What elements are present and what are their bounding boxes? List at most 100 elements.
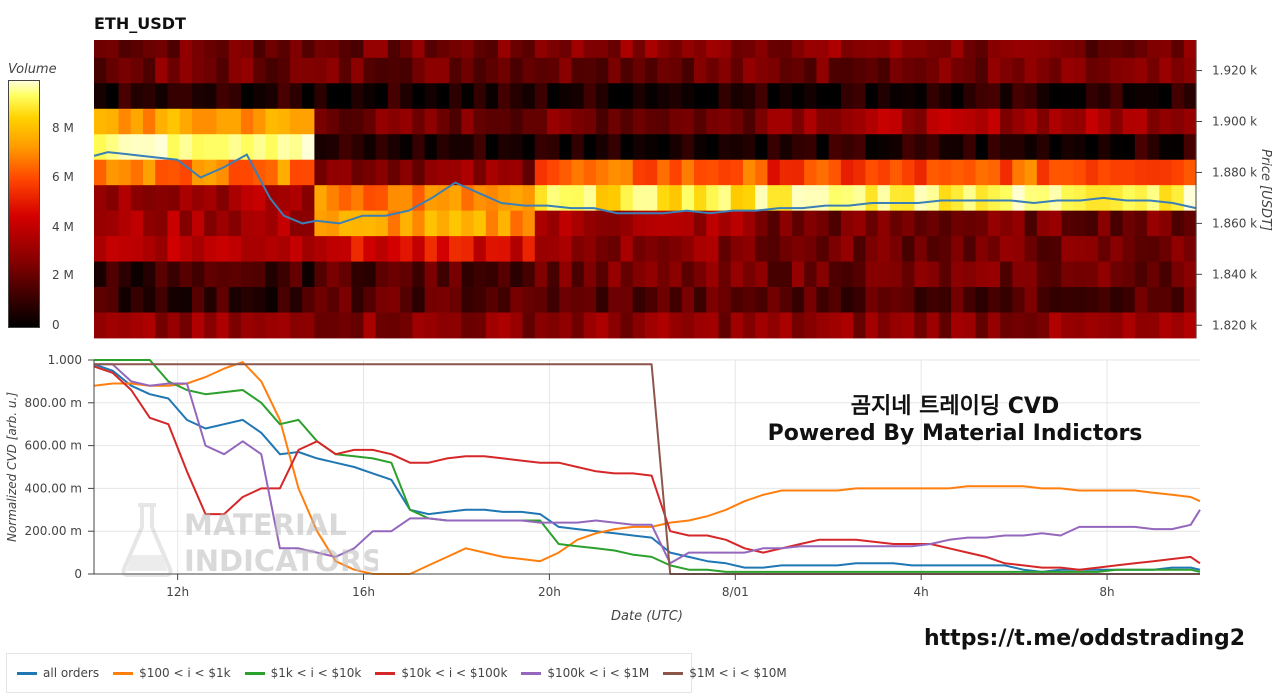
- heatmap-cell: [816, 312, 830, 339]
- heatmap-cell: [1159, 236, 1173, 262]
- heatmap-cell: [902, 210, 915, 237]
- heatmap-cell: [1183, 312, 1197, 339]
- heatmap-cell: [547, 159, 560, 186]
- heatmap-cell: [289, 134, 303, 161]
- heatmap-cell: [926, 185, 940, 212]
- colorbar: [8, 80, 40, 328]
- heatmap-cell: [926, 261, 940, 288]
- heatmap-cell: [816, 134, 830, 161]
- legend-item[interactable]: $10k < i < $100k: [375, 666, 507, 680]
- heatmap-cell: [951, 83, 964, 110]
- heatmap-cell: [498, 236, 511, 262]
- heatmap-cell: [791, 159, 805, 186]
- heatmap-cell: [1024, 57, 1038, 84]
- heatmap-cell: [1147, 108, 1160, 135]
- heatmap-cell: [277, 40, 291, 59]
- cvd-x-tick-label: 4h: [914, 585, 929, 599]
- heatmap-cell: [289, 83, 303, 110]
- heatmap-cell: [816, 210, 830, 237]
- telegram-link[interactable]: https://t.me/oddstrading2: [924, 626, 1246, 651]
- heatmap-cell: [596, 312, 609, 339]
- heatmap-cell: [351, 134, 364, 161]
- price-line: [93, 151, 1197, 225]
- heatmap-cell: [1024, 261, 1038, 288]
- heatmap-cell: [559, 134, 573, 161]
- heatmap-cell: [1171, 159, 1185, 186]
- heatmap-cell: [387, 185, 401, 212]
- cvd-x-tick-label: 8/01: [722, 585, 749, 599]
- heatmap-cell: [289, 108, 303, 135]
- heatmap-cell: [363, 210, 377, 237]
- heatmap-cell: [987, 287, 1001, 313]
- heatmap-cell: [804, 210, 818, 237]
- heatmap-cell: [1183, 40, 1197, 59]
- heatmap-cell: [485, 287, 499, 313]
- heatmap-cell: [449, 57, 462, 84]
- heatmap-cell: [338, 108, 352, 135]
- legend-item[interactable]: $100 < i < $1k: [113, 666, 231, 680]
- heatmap-cell: [1159, 40, 1173, 59]
- heatmap-cell: [216, 287, 230, 313]
- heatmap-cell: [951, 287, 964, 313]
- heatmap-cell: [473, 83, 487, 110]
- heatmap-cell: [1000, 236, 1013, 262]
- heatmap-cell: [522, 159, 536, 186]
- heatmap-cell: [522, 312, 536, 339]
- heatmap-cell: [1085, 108, 1099, 135]
- heatmap-cell: [620, 134, 634, 161]
- heatmap-cell: [681, 261, 695, 288]
- heatmap-cell: [216, 83, 230, 110]
- heatmap-cell: [510, 287, 524, 313]
- heatmap-cell: [387, 57, 401, 84]
- heatmap-cell: [314, 287, 328, 313]
- heatmap-cell: [1122, 261, 1136, 288]
- heatmap-cell: [926, 312, 940, 339]
- heatmap-cell: [253, 261, 267, 288]
- heatmap-cell: [142, 40, 156, 59]
- flask-icon: [121, 503, 173, 577]
- heatmap-cell: [461, 57, 475, 84]
- heatmap-cell: [828, 287, 842, 313]
- heatmap-cell: [400, 40, 413, 59]
- legend-item[interactable]: $100k < i < $1M: [521, 666, 649, 680]
- heatmap-cell: [1073, 57, 1087, 84]
- heatmap-cell: [840, 159, 854, 186]
- heatmap-cell: [706, 134, 720, 161]
- heatmap-cell: [314, 83, 328, 110]
- heatmap-cell: [253, 236, 267, 262]
- heatmap-cell: [424, 57, 438, 84]
- heatmap-cell: [853, 40, 866, 59]
- heatmap-cell: [657, 236, 671, 262]
- heatmap-cell: [975, 40, 989, 59]
- legend-item[interactable]: all orders: [17, 666, 99, 680]
- heatmap-cell: [240, 159, 254, 186]
- legend-swatch: [375, 671, 396, 675]
- heatmap-cell: [510, 312, 524, 339]
- heatmap-cell: [914, 83, 928, 110]
- heatmap-cell: [902, 287, 915, 313]
- heatmap-cell: [951, 159, 964, 186]
- heatmap-cell: [167, 210, 181, 237]
- heatmap-cell: [179, 210, 193, 237]
- legend-item[interactable]: $1M < i < $10M: [663, 666, 787, 680]
- heatmap-cell: [620, 236, 634, 262]
- heatmap-cell: [94, 159, 107, 186]
- heatmap-cell: [436, 159, 450, 186]
- heatmap-cell: [449, 312, 462, 339]
- heatmap-cell: [559, 185, 573, 212]
- heatmap-cell: [559, 159, 573, 186]
- heatmap-cell: [1061, 210, 1075, 237]
- heatmap-cell: [1122, 40, 1136, 59]
- heatmap-cell: [791, 108, 805, 135]
- watermark-line2: INDICATORS: [184, 544, 378, 578]
- heatmap-cell: [1036, 108, 1050, 135]
- heatmap-cell: [1012, 159, 1026, 186]
- heatmap-cell: [1122, 236, 1136, 262]
- legend-item[interactable]: $1k < i < $10k: [244, 666, 361, 680]
- heatmap-cell: [498, 108, 511, 135]
- heatmap-cell: [216, 210, 230, 237]
- heatmap-cell: [1024, 210, 1038, 237]
- heatmap-cell: [669, 134, 683, 161]
- heatmap-cell: [387, 236, 401, 262]
- heatmap-cell: [718, 134, 732, 161]
